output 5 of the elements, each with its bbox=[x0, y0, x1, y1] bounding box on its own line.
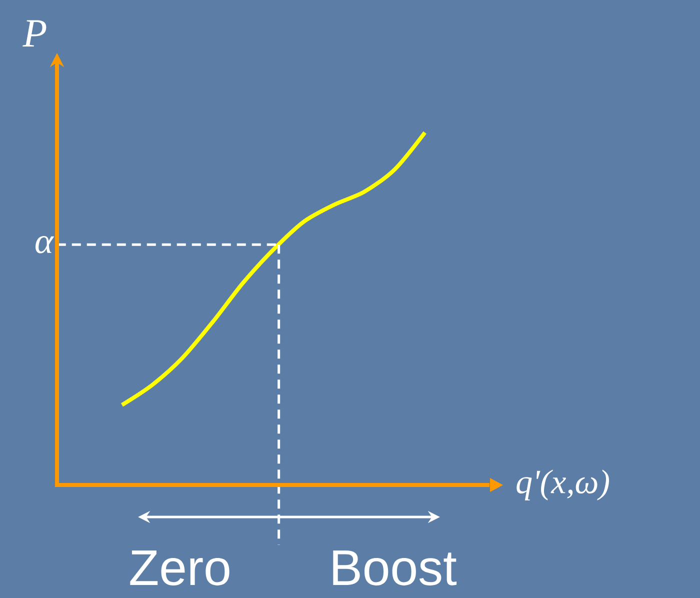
text: Zero bbox=[130, 550, 230, 586]
ref-line-label: α bbox=[36, 236, 54, 254]
y-axis-title: P bbox=[22, 20, 46, 46]
text: Boost bbox=[333, 550, 457, 586]
x-axis-title: q'(x,ω) bbox=[516, 470, 610, 500]
